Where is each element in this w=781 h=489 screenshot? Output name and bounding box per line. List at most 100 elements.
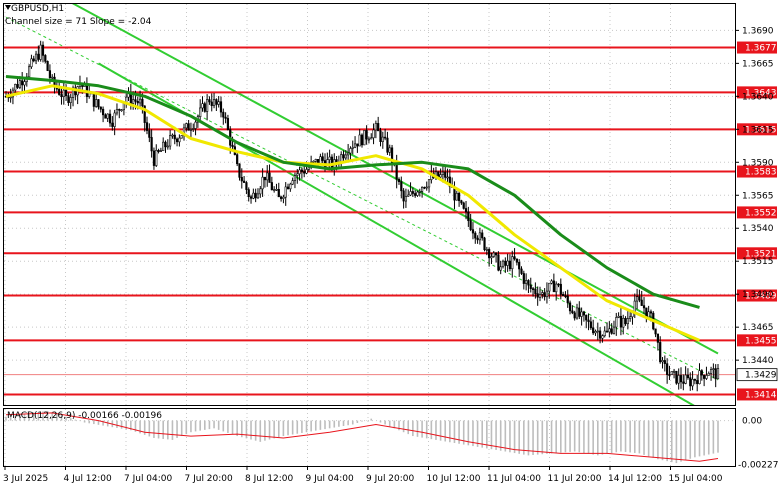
candle-body — [476, 237, 479, 241]
candle-body — [460, 200, 463, 204]
candle-body — [180, 135, 183, 139]
candle-body — [141, 98, 144, 107]
candle-body — [60, 94, 63, 98]
candle-body — [95, 99, 98, 107]
candle-body — [407, 194, 410, 197]
x-tick-label: 15 Jul 04:00 — [669, 474, 723, 484]
candle-body — [617, 315, 620, 318]
candle-body — [312, 160, 315, 163]
candle-body — [268, 172, 271, 183]
candle-body — [69, 97, 72, 103]
level-price-tag — [737, 86, 777, 99]
candle-body — [441, 171, 445, 175]
candle-body — [416, 191, 419, 196]
y-tick-label: 1.3515 — [742, 257, 774, 267]
candle-body — [418, 190, 421, 193]
candle-body — [256, 193, 260, 199]
candle-body — [559, 283, 562, 295]
candle-body — [568, 302, 572, 312]
candle-body — [677, 375, 680, 384]
candle-body — [58, 88, 61, 95]
candle-body — [684, 374, 687, 384]
candle-body — [379, 130, 382, 142]
candle-body — [328, 156, 331, 160]
candle-body — [134, 99, 137, 102]
candle-body — [289, 183, 292, 190]
moving-averages — [5, 75, 701, 342]
candle-body — [300, 169, 303, 172]
candle-body — [464, 208, 468, 213]
candle-body — [589, 321, 592, 329]
candle-body — [615, 317, 618, 328]
price-plot-frame — [3, 3, 736, 406]
y-axis: 1.3690 1.3665 1.3640 1.3615 1.3590 1.3565 1.35… — [735, 26, 774, 366]
candle-body — [525, 280, 528, 284]
candle-body — [212, 99, 216, 106]
candle-body — [65, 89, 68, 97]
candle-body — [474, 232, 477, 239]
candle-body — [374, 123, 377, 131]
candle-body — [277, 189, 280, 198]
candle-body — [99, 106, 102, 110]
candle-body — [166, 145, 169, 148]
candle-body — [425, 186, 428, 189]
candle-body — [314, 159, 317, 162]
candle-body — [363, 130, 366, 146]
level-price-text: 1.3455 — [745, 336, 777, 346]
candle-body — [603, 330, 606, 337]
candle-body — [672, 370, 676, 373]
candle-body — [284, 186, 287, 198]
candle-body — [501, 260, 505, 268]
candle-body — [46, 61, 49, 71]
candle-body — [39, 44, 42, 60]
level-price-text: 1.3552 — [745, 208, 777, 218]
candle-body — [599, 330, 602, 339]
candle-body — [564, 295, 567, 297]
candle-body — [113, 112, 116, 127]
candle-body — [222, 111, 225, 118]
candle-body — [587, 319, 590, 323]
candle-body — [716, 368, 720, 380]
candle-body — [164, 141, 167, 148]
candle-body — [298, 169, 301, 175]
candle-body — [656, 333, 659, 343]
chart-menu-arrow-icon — [5, 5, 11, 10]
candle-body — [201, 103, 204, 109]
candle-body — [155, 150, 158, 166]
candle-body — [162, 141, 165, 152]
candle-body — [635, 296, 639, 302]
candle-body — [601, 335, 604, 339]
candle-body — [252, 192, 255, 199]
candle-body — [136, 100, 139, 104]
candle-body — [668, 374, 671, 376]
macd-tick-label: -0.00227 — [738, 460, 778, 470]
candle-body — [171, 134, 174, 137]
candle-body — [409, 191, 412, 196]
candle-body — [384, 136, 387, 139]
candle-body — [439, 174, 442, 178]
candle-body — [150, 137, 153, 152]
candle-body — [485, 249, 488, 251]
candle-body — [185, 123, 188, 129]
candle-body — [649, 311, 653, 314]
candle-body — [629, 316, 632, 319]
channel-info-label: Channel size = 71 Slope = -2.04 — [5, 17, 152, 27]
candle-body — [638, 296, 641, 301]
candle-body — [273, 189, 276, 191]
candle-body — [571, 310, 574, 314]
candle-body — [28, 66, 31, 78]
candle-body — [192, 128, 195, 130]
level-price-tag — [737, 41, 777, 54]
candle-body — [206, 99, 209, 112]
level-price-tag — [737, 206, 777, 219]
candle-body — [659, 342, 662, 363]
candle-body — [705, 375, 708, 379]
candle-body — [707, 373, 710, 376]
candle-body — [291, 180, 294, 185]
level-price-text: 1.3489 — [745, 292, 777, 302]
candle-body — [481, 232, 484, 239]
candle-body — [538, 294, 542, 298]
candle-body — [240, 177, 243, 182]
candle-body — [132, 99, 135, 104]
candle-body — [689, 377, 692, 387]
